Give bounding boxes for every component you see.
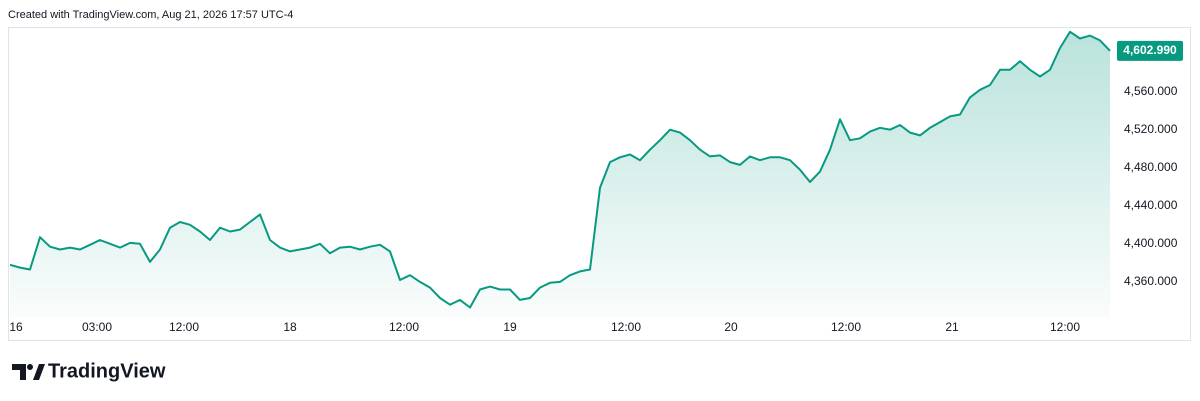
- area-fill: [10, 31, 1110, 319]
- x-tick-label: 18: [283, 320, 297, 334]
- y-tick-label: 4,480.000: [1124, 160, 1178, 174]
- y-tick-label: 4,560.000: [1124, 84, 1178, 98]
- chart-frame: [8, 27, 1191, 341]
- logo: [12, 364, 45, 380]
- x-tick-label: 12:00: [169, 320, 199, 334]
- x-tick-label: 12:00: [1050, 320, 1080, 334]
- y-tick-label: 4,520.000: [1124, 122, 1178, 136]
- last-price-box: [1117, 40, 1183, 61]
- last-price-label: 4,602.990: [1123, 43, 1177, 57]
- x-tick-label: 03:00: [82, 320, 112, 334]
- x-tick-label: 21: [945, 320, 959, 334]
- x-tick-label: 16: [9, 320, 23, 334]
- x-tick-label: 12:00: [611, 320, 641, 334]
- x-tick-label: 20: [724, 320, 738, 334]
- x-tick-label: 19: [503, 320, 517, 334]
- brand: TradingView: [48, 360, 166, 382]
- x-tick-label: 12:00: [831, 320, 861, 334]
- price-line: [9, 30, 1111, 309]
- x-tick-label: 12:00: [389, 320, 419, 334]
- y-tick-label: 4,440.000: [1124, 198, 1178, 212]
- y-tick-label: 4,400.000: [1124, 236, 1178, 250]
- header-text: Created with TradingView.com, Aug 21, 20…: [8, 9, 293, 21]
- y-tick-label: 4,360.000: [1124, 274, 1178, 288]
